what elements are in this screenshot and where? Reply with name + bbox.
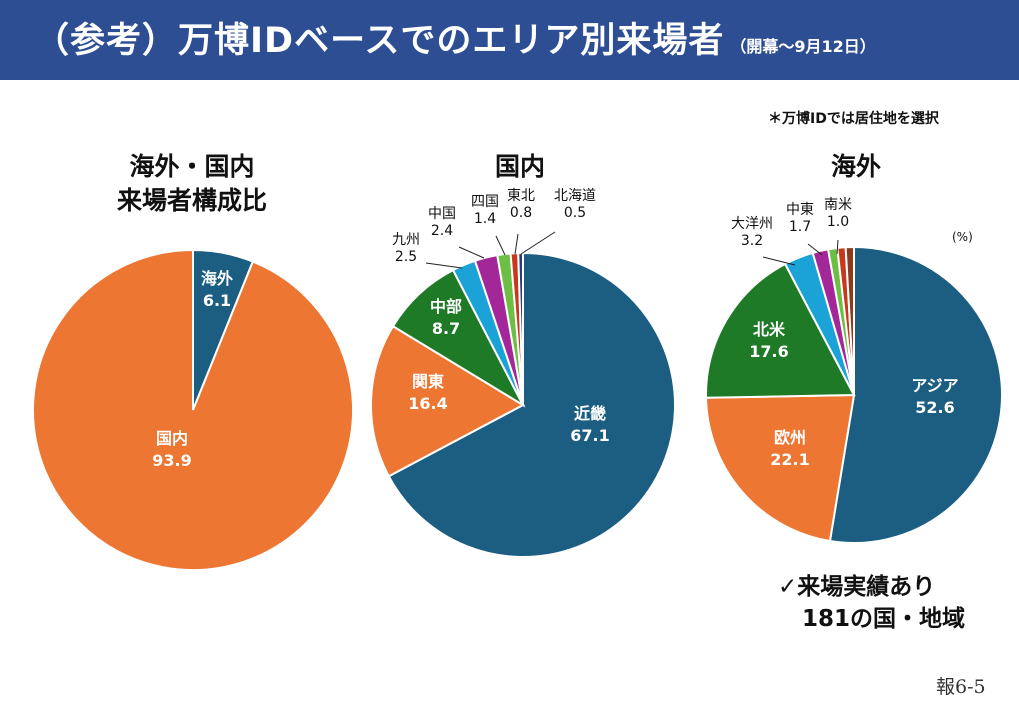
chart1-slice-2 (31, 248, 354, 571)
chart2-label-5: 中国 (428, 206, 456, 222)
chart2-value-3: 8.7 (432, 319, 460, 338)
unit-label: (%) (952, 230, 973, 244)
chart2-value-5: 2.4 (431, 223, 453, 239)
chart3-label-5: 中東 (786, 202, 814, 218)
title-period: （開幕～9月12日） (730, 37, 876, 56)
chart2-value-8: 0.5 (564, 205, 586, 221)
chart1-value-1: 6.1 (203, 291, 231, 310)
footer-line1: ✓来場実績あり (778, 574, 936, 600)
page-number: 報6-5 (936, 676, 986, 698)
chart2-leader-4 (425, 262, 463, 269)
chart1-title-line1: 海外・国内 (129, 152, 255, 181)
chart2-slice-3 (391, 268, 526, 408)
footer-line2: 181の国・地域 (802, 606, 966, 632)
residence-note: ＊万博IDでは居住地を選択 (768, 111, 939, 127)
chart3-title: 海外 (830, 152, 881, 181)
chart2-title: 国内 (494, 152, 545, 181)
chart2-label-4: 九州 (392, 232, 420, 248)
page-title: （参考）万博IDベースでのエリア別来場者 （開幕～9月12日） (34, 12, 876, 63)
chart1-title: 海外・国内 来場者構成比 (92, 150, 292, 218)
chart3-slice-1 (828, 245, 1003, 544)
chart3-value-4: 3.2 (741, 233, 763, 249)
chart3-slice-2 (705, 393, 856, 543)
chart2-value-2: 16.4 (408, 394, 447, 413)
chart2-leader-5 (458, 246, 485, 259)
chart3-label-3: 北米 (753, 320, 786, 339)
chart2-slice-2 (370, 324, 526, 478)
chart3-value-1: 52.6 (915, 398, 954, 417)
chart2-label-8: 北海道 (554, 188, 596, 204)
chart3-slice-3 (705, 262, 856, 399)
chart2-value-4: 2.5 (395, 249, 417, 265)
chart2-slice-1 (387, 251, 676, 558)
chart3-label-2: 欧州 (774, 428, 806, 447)
chart3-slice-8 (844, 245, 855, 396)
chart3-label-1: アジア (911, 376, 958, 395)
chart2-value-1: 67.1 (570, 426, 609, 445)
chart3-leader-4 (762, 256, 796, 266)
chart3-label-6: 南米 (824, 197, 852, 213)
chart1-label-2: 国内 (156, 429, 188, 448)
chart2-value-6: 1.4 (474, 211, 496, 227)
chart3-value-3: 17.6 (749, 342, 788, 361)
chart3-leader-6 (836, 239, 839, 255)
chart3-value-5: 1.7 (789, 219, 811, 235)
header-bar: （参考）万博IDベースでのエリア別来場者 （開幕～9月12日） (0, 0, 1019, 80)
chart3-value-2: 22.1 (770, 450, 809, 469)
chart2-label-6: 四国 (471, 194, 499, 210)
chart1-value-2: 93.9 (152, 451, 191, 470)
chart2-leader-6 (495, 235, 506, 256)
chart2-value-7: 0.8 (510, 205, 532, 221)
chart2-label-1: 近畿 (574, 404, 606, 423)
chart1-label-1: 海外 (201, 269, 233, 288)
chart1-title-line2: 来場者構成比 (116, 186, 267, 215)
chart3-label-4: 大洋州 (731, 216, 773, 232)
chart2-label-7: 東北 (507, 188, 535, 204)
chart3-value-6: 1.0 (827, 214, 849, 230)
title-text: （参考）万博IDベースでのエリア別来場者 (34, 21, 725, 61)
footer-note: ✓来場実績あり 181の国・地域 (778, 571, 965, 635)
chart3-leader-5 (807, 243, 823, 256)
chart2-label-3: 中部 (430, 297, 462, 316)
chart2-leader-7 (514, 233, 519, 255)
chart2-label-2: 関東 (412, 372, 444, 391)
chart2-leader-8 (520, 231, 556, 255)
